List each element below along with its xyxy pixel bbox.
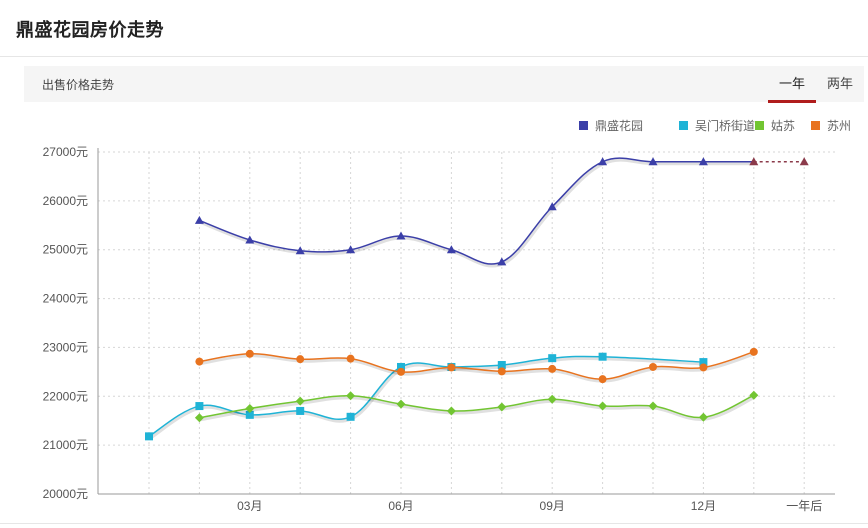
data-point-suzhou xyxy=(497,367,506,376)
data-point-suzhou xyxy=(699,363,708,372)
data-point-wumenqiao-street xyxy=(346,412,355,421)
data-point-dingsheng-garden xyxy=(245,235,255,244)
legend-item: 苏州 xyxy=(811,119,851,133)
data-point-dingsheng-garden xyxy=(446,245,456,254)
data-point-dingsheng-garden xyxy=(799,157,809,166)
data-point-suzhou xyxy=(296,355,305,364)
data-point-wumenqiao-street xyxy=(548,354,557,363)
data-point-suzhou xyxy=(548,364,557,373)
legend-label: 吴门桥街道 xyxy=(695,118,755,133)
data-point-gusu xyxy=(598,401,608,411)
legend-item: 鼎盛花园 xyxy=(579,118,643,133)
legend-swatch xyxy=(755,121,764,130)
tab-two-years[interactable]: 两年 xyxy=(826,76,853,91)
data-point-gusu xyxy=(194,413,204,423)
data-point-gusu xyxy=(648,401,658,411)
data-point-dingsheng-garden xyxy=(295,246,305,255)
price-trend-bar: 出售价格走势 一年 两年 xyxy=(24,66,864,103)
data-point-gusu xyxy=(295,396,305,406)
data-point-wumenqiao-street xyxy=(699,358,708,367)
data-point-suzhou xyxy=(397,367,405,376)
y-tick-label: 20000元 xyxy=(43,487,88,501)
legend-swatch xyxy=(679,121,688,130)
tab-one-year[interactable]: 一年 xyxy=(768,66,816,103)
bottom-divider xyxy=(0,523,868,524)
series-line-shadow xyxy=(200,395,756,422)
y-tick-label: 25000元 xyxy=(43,243,88,257)
data-point-dingsheng-garden xyxy=(194,215,204,224)
legend-label: 姑苏 xyxy=(771,119,795,133)
data-point-suzhou xyxy=(649,362,657,371)
data-point-suzhou xyxy=(749,347,758,356)
x-tick-label: 一年后 xyxy=(786,499,822,513)
y-tick-label: 27000元 xyxy=(43,145,88,159)
data-point-dingsheng-garden xyxy=(346,245,356,254)
data-point-suzhou xyxy=(346,354,355,363)
x-tick-label: 12月 xyxy=(691,499,716,513)
y-tick-label: 24000元 xyxy=(43,292,88,306)
data-point-gusu xyxy=(547,394,557,404)
series-line-suzhou xyxy=(199,351,755,380)
x-tick-label: 09月 xyxy=(540,499,565,513)
series-line-wumenqiao-street xyxy=(148,355,704,437)
legend-label: 鼎盛花园 xyxy=(595,118,643,133)
x-tick-label: 06月 xyxy=(388,499,413,513)
data-point-suzhou xyxy=(447,363,456,372)
legend-label: 苏州 xyxy=(827,119,851,133)
data-point-gusu xyxy=(346,391,356,401)
series-gusu xyxy=(194,390,759,423)
y-tick-label: 23000元 xyxy=(43,340,88,354)
data-point-gusu xyxy=(749,390,759,400)
data-point-suzhou xyxy=(245,349,254,358)
legend-item: 吴门桥街道 xyxy=(679,118,755,133)
series-line-gusu xyxy=(199,394,755,419)
series-suzhou xyxy=(195,347,758,384)
data-point-gusu xyxy=(698,412,708,422)
y-tick-label: 22000元 xyxy=(43,389,88,403)
data-point-dingsheng-garden xyxy=(547,202,557,211)
legend-item: 姑苏 xyxy=(755,119,795,133)
data-point-gusu xyxy=(497,402,507,412)
data-point-wumenqiao-street xyxy=(296,406,305,415)
y-tick-label: 26000元 xyxy=(43,194,88,208)
data-point-wumenqiao-street xyxy=(598,352,607,361)
page-title: 鼎盛花园房价走势 xyxy=(16,20,164,40)
legend-swatch xyxy=(579,121,588,130)
period-tabs: 一年 两年 xyxy=(768,66,864,103)
x-tick-label: 03月 xyxy=(237,499,262,513)
title-divider xyxy=(0,56,868,57)
data-point-wumenqiao-street xyxy=(497,361,506,370)
data-point-dingsheng-garden xyxy=(598,157,608,166)
data-point-dingsheng-garden xyxy=(396,231,406,240)
series-line-dingsheng-garden xyxy=(199,157,754,265)
y-tick-label: 21000元 xyxy=(43,438,88,452)
data-point-dingsheng-garden xyxy=(648,157,658,166)
series-line-shadow xyxy=(199,158,755,268)
data-point-suzhou xyxy=(598,375,607,384)
data-point-dingsheng-garden xyxy=(698,157,708,166)
data-point-dingsheng-garden xyxy=(497,257,507,266)
data-point-gusu xyxy=(245,404,255,413)
data-point-dingsheng-garden xyxy=(749,157,759,166)
data-point-gusu xyxy=(396,399,406,409)
data-point-wumenqiao-street xyxy=(195,402,204,411)
legend-swatch xyxy=(811,121,820,130)
data-point-suzhou xyxy=(195,357,204,366)
price-trend-chart: 20000元 21000元 22000元 23000元 24000元 25000元 2600… xyxy=(43,118,851,513)
data-point-gusu xyxy=(446,406,456,416)
data-point-wumenqiao-street xyxy=(145,432,153,441)
price-trend-label: 出售价格走势 xyxy=(42,78,115,92)
data-point-wumenqiao-street xyxy=(245,410,254,419)
data-point-wumenqiao-street xyxy=(397,362,405,371)
series-dingsheng-garden xyxy=(194,157,809,268)
